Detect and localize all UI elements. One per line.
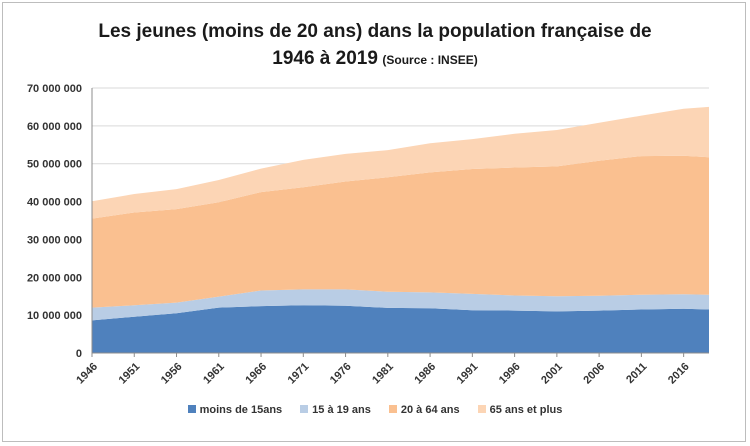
x-tick-label: 2001 [539, 361, 565, 387]
area-series-3 [92, 155, 709, 308]
chart-source: (Source : INSEE) [382, 53, 478, 67]
legend-label: 15 à 19 ans [312, 404, 371, 416]
legend-item: moins de 15ans [187, 404, 283, 416]
legend-label: moins de 15ans [199, 404, 283, 416]
legend-swatch [477, 405, 486, 413]
x-tick-label: 1976 [328, 361, 354, 387]
x-tick-label: 2006 [581, 361, 607, 387]
chart-title: Les jeunes (moins de 20 ans) dans la pop… [0, 18, 750, 74]
chart-title-line2: 1946 à 2019 [272, 48, 378, 69]
x-tick-label: 1956 [159, 361, 185, 387]
chart-title-line1: Les jeunes (moins de 20 ans) dans la pop… [98, 21, 652, 42]
legend-label: 65 ans et plus [489, 404, 563, 416]
legend-label: 20 à 64 ans [400, 404, 460, 416]
legend-item: 65 ans et plus [477, 404, 563, 416]
y-tick-label: 0 [76, 348, 82, 360]
area-series-4 [92, 106, 709, 219]
legend-item: 20 à 64 ans [388, 404, 460, 416]
x-tick-label: 2011 [624, 361, 649, 386]
y-tick-label: 60 000 000 [27, 121, 82, 133]
x-tick-label: 1986 [412, 361, 438, 387]
legend-swatch [300, 405, 309, 413]
y-tick-label: 40 000 000 [27, 197, 82, 209]
legend-swatch [388, 405, 397, 413]
x-tick-label: 1951 [117, 361, 143, 387]
x-tick-label: 1946 [74, 361, 100, 387]
x-tick-label: 2016 [666, 361, 692, 387]
area-series-1 [92, 305, 709, 353]
y-tick-label: 70 000 000 [27, 83, 82, 95]
x-tick-label: 1996 [497, 361, 523, 387]
area-series-2 [92, 289, 709, 321]
chart-legend: moins de 15ans 15 à 19 ans 20 à 64 ans 65 a… [0, 404, 750, 416]
y-tick-label: 20 000 000 [27, 272, 82, 284]
y-tick-label: 10 000 000 [27, 310, 82, 322]
x-tick-label: 1966 [243, 361, 269, 387]
x-tick-label: 1991 [455, 361, 481, 387]
x-tick-label: 1961 [201, 361, 227, 387]
legend-item: 15 à 19 ans [300, 404, 371, 416]
y-tick-label: 50 000 000 [27, 159, 82, 171]
legend-swatch [187, 405, 196, 413]
y-tick-label: 30 000 000 [27, 234, 82, 246]
x-tick-label: 1981 [370, 361, 396, 387]
x-tick-label: 1971 [286, 361, 312, 387]
